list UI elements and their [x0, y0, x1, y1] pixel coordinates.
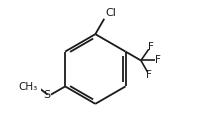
Text: Cl: Cl	[105, 8, 116, 18]
Text: S: S	[43, 90, 50, 100]
Text: F: F	[146, 70, 152, 80]
Text: F: F	[155, 55, 160, 65]
Text: CH₃: CH₃	[18, 82, 37, 92]
Text: F: F	[148, 42, 153, 52]
